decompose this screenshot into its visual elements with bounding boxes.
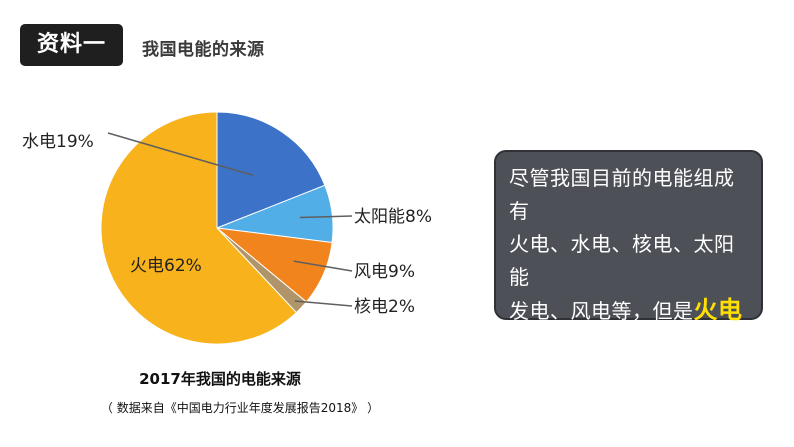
slice-label-3: 核电2% — [354, 297, 415, 317]
chart-title: 2017年我国的电能来源 — [139, 370, 301, 388]
callout-box: 尽管我国目前的电能组成有 火电、水电、核电、太阳能 发电、风电等，但是火电 （化… — [494, 150, 763, 392]
leader-line-1 — [299, 215, 353, 219]
callout-line-3: 发电、风电等，但是火电 — [509, 294, 752, 328]
pie-slice-4 — [100, 111, 298, 345]
pie-slice-0 — [216, 111, 326, 229]
slice-label-4: 火电62% — [130, 256, 202, 276]
chart-source: （ 数据来自《中国电力行业年度发展报告2018》 ） — [100, 401, 380, 415]
callout-highlight: 火电 — [693, 296, 743, 324]
callout-paren: （化石类能源发电） — [509, 340, 622, 354]
callout-line-1: 尽管我国目前的电能组成有 — [509, 166, 735, 223]
leader-line-2 — [293, 260, 353, 272]
leader-line-0 — [107, 132, 254, 176]
section-title: 我国电能的来源 — [142, 40, 265, 60]
callout-tail-1: 依然在所有 — [621, 332, 725, 356]
slice-label-0: 水电19% — [22, 132, 94, 152]
callout-line-4: （化石类能源发电）依然在所有 — [509, 328, 752, 364]
callout-line-2: 火电、水电、核电、太阳能 — [509, 232, 735, 289]
section-badge: 资料一 — [20, 24, 123, 66]
slice-label-1: 太阳能8% — [354, 207, 432, 227]
callout-line-3-text: 发电、风电等，但是 — [509, 299, 694, 323]
leader-line-3 — [294, 300, 353, 307]
callout-line-5: 能源中占最大比重。 — [509, 368, 694, 392]
slice-label-2: 风电9% — [354, 262, 415, 282]
